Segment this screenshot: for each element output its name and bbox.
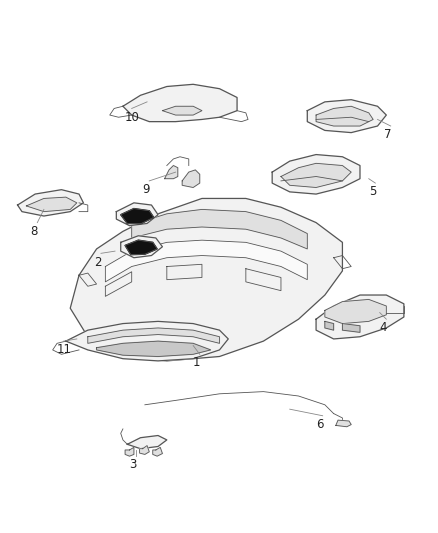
Polygon shape — [88, 328, 219, 343]
Text: 7: 7 — [383, 128, 391, 141]
Text: 5: 5 — [368, 185, 375, 198]
Polygon shape — [18, 190, 83, 216]
Polygon shape — [342, 324, 359, 333]
Text: 2: 2 — [94, 255, 102, 269]
Polygon shape — [324, 300, 385, 324]
Polygon shape — [162, 106, 201, 115]
Polygon shape — [139, 446, 149, 455]
Polygon shape — [96, 341, 210, 357]
Polygon shape — [272, 155, 359, 194]
Polygon shape — [315, 295, 403, 339]
Polygon shape — [280, 163, 350, 188]
Polygon shape — [125, 240, 157, 255]
Polygon shape — [182, 170, 199, 188]
Polygon shape — [123, 84, 237, 122]
Text: 9: 9 — [142, 183, 150, 196]
Polygon shape — [66, 321, 228, 361]
Text: 6: 6 — [315, 418, 323, 431]
Polygon shape — [120, 208, 153, 223]
Polygon shape — [324, 321, 333, 330]
Polygon shape — [131, 209, 307, 249]
Text: 11: 11 — [57, 343, 72, 357]
Polygon shape — [335, 420, 350, 427]
Polygon shape — [70, 198, 342, 361]
Polygon shape — [116, 203, 158, 225]
Polygon shape — [164, 166, 177, 179]
Text: 3: 3 — [129, 458, 137, 471]
Text: 10: 10 — [125, 111, 140, 124]
Polygon shape — [307, 100, 385, 133]
Polygon shape — [26, 197, 77, 212]
Polygon shape — [315, 106, 372, 126]
Polygon shape — [152, 447, 162, 456]
Text: 1: 1 — [193, 357, 200, 369]
Polygon shape — [127, 435, 166, 449]
Text: 8: 8 — [31, 225, 38, 238]
Polygon shape — [125, 447, 134, 456]
Polygon shape — [105, 240, 307, 282]
Polygon shape — [120, 236, 162, 258]
Text: 4: 4 — [379, 321, 386, 334]
